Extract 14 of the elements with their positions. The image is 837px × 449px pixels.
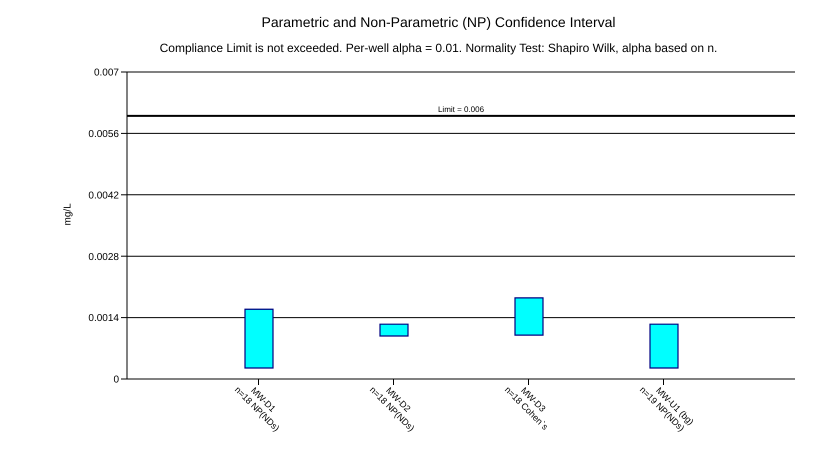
y-tick-label: 0: [113, 374, 120, 386]
y-tick-label: 0.0014: [88, 313, 120, 324]
bar: [379, 324, 409, 337]
ref-line-label: Limit = 0.006: [438, 104, 485, 114]
bar: [649, 324, 679, 369]
chart-subtitle: Compliance Limit is not exceeded. Per-well alpha = 0.01. Normality Test: Shapiro Wilk, alpha based on n.: [158, 40, 718, 57]
y-tick-label: 0.007: [94, 68, 120, 79]
bar: [244, 308, 274, 369]
y-tick-label: 0.0028: [88, 252, 120, 263]
bar: [514, 297, 544, 336]
y-tick-label: 0.0056: [88, 128, 120, 140]
y-tick-label: 0.0042: [88, 190, 120, 202]
y-axis-title: mg/L: [62, 202, 74, 226]
chart-title: Parametric and Non-Parametric (NP) Confidence Interval: [260, 13, 617, 32]
